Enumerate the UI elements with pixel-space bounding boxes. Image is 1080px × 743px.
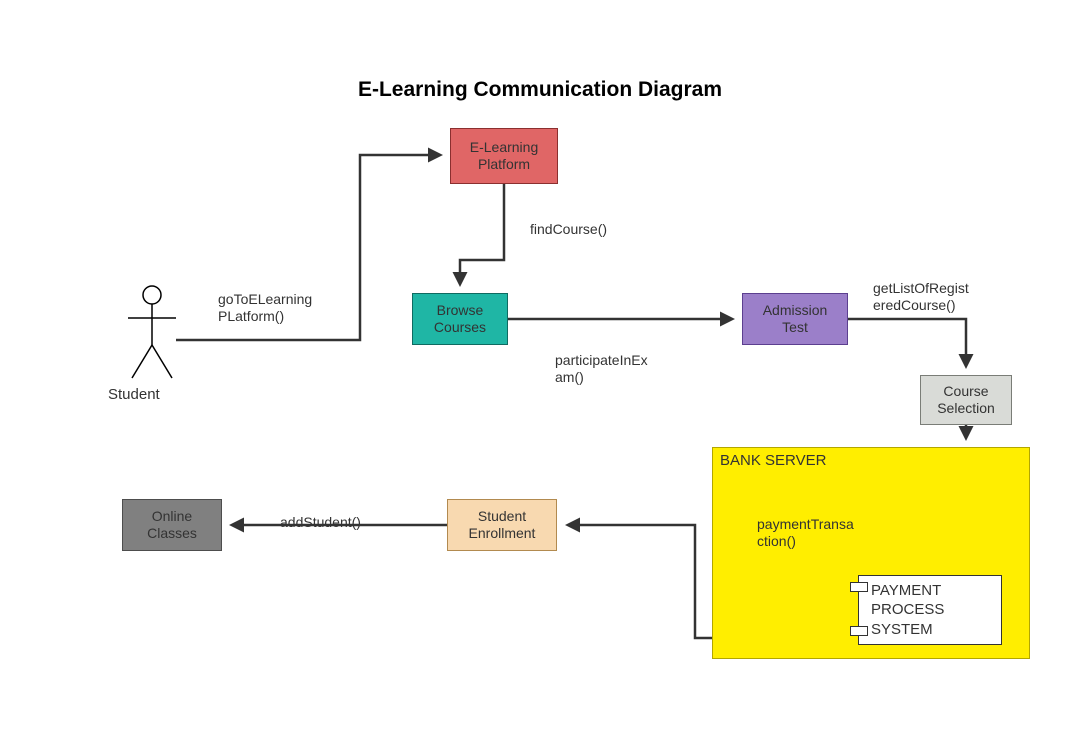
admission-to-courseselection xyxy=(848,319,966,366)
course-selection-node: Course Selection xyxy=(920,375,1012,425)
elearning-to-browse xyxy=(460,184,504,284)
student-enrollment-node: Student Enrollment xyxy=(447,499,557,551)
admission-test-node: Admission Test xyxy=(742,293,848,345)
online-classes-node: Online Classes xyxy=(122,499,222,551)
edge-label-findcourse: findCourse() xyxy=(530,221,607,238)
diagram-title: E-Learning Communication Diagram xyxy=(270,78,810,102)
component-port-icon xyxy=(850,582,868,592)
edge-label-goto: goToELearning PLatform() xyxy=(218,291,312,325)
browse-courses-node: Browse Courses xyxy=(412,293,508,345)
edge-label-getlist: getListOfRegist eredCourse() xyxy=(873,280,969,314)
student-label: Student xyxy=(108,386,160,403)
student-actor-icon xyxy=(128,286,176,378)
edge-label-payment: paymentTransa ction() xyxy=(757,516,854,550)
elearning-platform-node: E-Learning Platform xyxy=(450,128,558,184)
payment-process-system-node: PAYMENT PROCESS SYSTEM xyxy=(858,575,1002,645)
edge-label-participate: participateInEx am() xyxy=(555,352,648,386)
edge-label-addstudent: addStudent() xyxy=(280,514,361,531)
bank-server-label: BANK SERVER xyxy=(720,452,826,469)
component-port-icon xyxy=(850,626,868,636)
